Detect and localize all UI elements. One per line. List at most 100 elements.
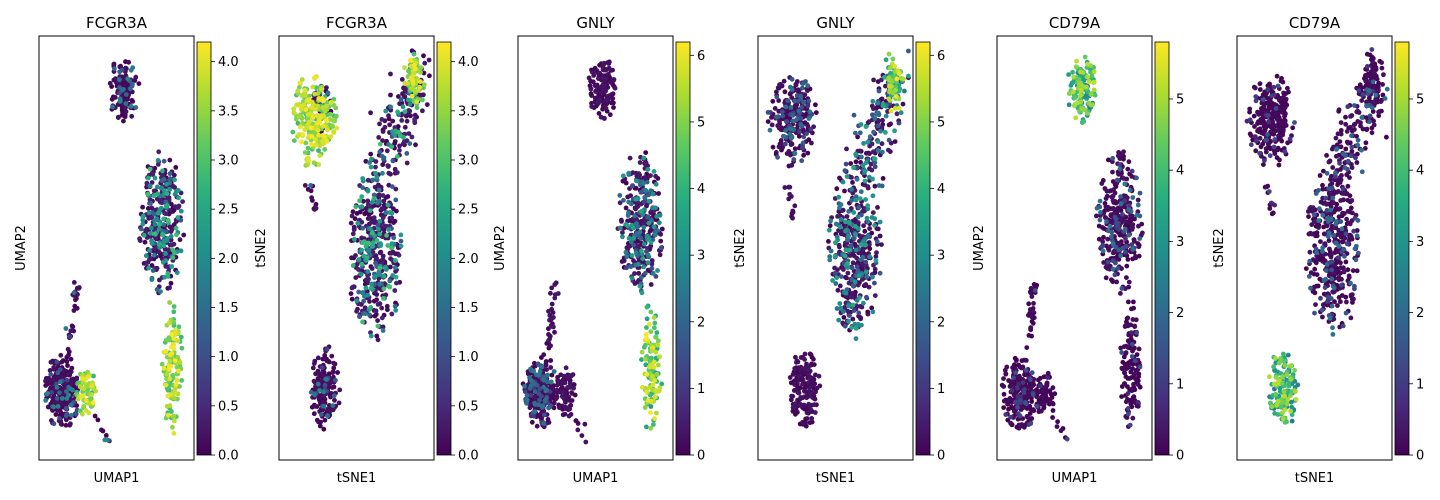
scatter-point: [1015, 393, 1021, 399]
scatter-point: [637, 229, 643, 235]
scatter-point: [853, 130, 858, 136]
scatter-point: [170, 247, 176, 253]
scatter-point: [1026, 394, 1032, 400]
scatter-point: [1001, 376, 1006, 381]
scatter-point: [389, 250, 394, 256]
scatter-point: [152, 165, 158, 171]
scatter-point: [531, 368, 536, 374]
scatter-point: [1001, 405, 1007, 410]
scatter-point: [292, 110, 297, 116]
scatter-point: [877, 219, 883, 225]
scatter-point: [603, 76, 609, 81]
scatter-point: [796, 390, 802, 396]
scatter-point: [773, 150, 779, 155]
scatter-point: [1031, 310, 1037, 316]
scatter-point: [596, 76, 601, 81]
scatter-point: [875, 139, 881, 144]
scatter-point: [173, 225, 179, 231]
scatter-point: [394, 280, 399, 286]
scatter-point: [178, 208, 184, 214]
scatter-point: [872, 293, 878, 298]
scatter-point: [798, 94, 804, 99]
scatter-point: [407, 108, 413, 114]
scatter-point: [789, 162, 795, 168]
scatter-point: [878, 128, 883, 134]
scatter-point: [877, 270, 883, 276]
scatter-point: [1123, 249, 1128, 255]
scatter-point: [610, 78, 615, 84]
scatter-point: [792, 146, 798, 152]
scatter-point: [558, 381, 564, 387]
scatter-point: [544, 367, 549, 372]
scatter-point: [797, 401, 803, 407]
scatter-point: [418, 65, 424, 70]
scatter-point: [834, 186, 840, 192]
scatter-point: [151, 188, 157, 194]
scatter-point: [375, 302, 381, 307]
scatter-point: [308, 389, 314, 395]
scatter-point: [644, 336, 649, 341]
scatter-point: [865, 219, 871, 225]
scatter-point: [1137, 364, 1143, 370]
scatter-point: [803, 389, 808, 394]
scatter-point: [302, 127, 308, 133]
scatter-point: [1030, 320, 1036, 326]
scatter-point: [354, 308, 359, 314]
scatter-point: [158, 289, 163, 294]
scatter-point: [871, 106, 876, 112]
scatter-point: [855, 134, 860, 140]
scatter-point: [879, 141, 885, 147]
colorbar-tick-label: 1: [697, 382, 705, 397]
scatter-point: [809, 361, 814, 367]
scatter-point: [797, 373, 803, 379]
scatter-point: [856, 273, 862, 279]
scatter-point: [296, 85, 302, 90]
scatter-point: [791, 157, 797, 162]
scatter-point: [887, 65, 893, 71]
scatter-point: [413, 66, 418, 72]
scatter-point: [555, 379, 561, 385]
scatter-point: [649, 258, 655, 263]
scatter-point: [61, 374, 66, 380]
scatter-point: [63, 417, 69, 423]
scatter-point: [892, 139, 898, 145]
scatter-point: [161, 158, 167, 164]
scatter-point: [161, 177, 167, 182]
scatter-point: [1034, 403, 1040, 409]
scatter-point: [373, 274, 378, 279]
scatter-point: [174, 270, 180, 275]
scatter-point: [890, 56, 896, 62]
scatter-point: [804, 131, 809, 137]
scatter-point: [849, 175, 854, 180]
scatter-point: [151, 193, 157, 199]
scatter-point: [567, 381, 573, 386]
scatter-point: [386, 113, 391, 119]
scatter-point: [1110, 155, 1116, 161]
scatter-point: [303, 140, 309, 146]
scatter-point: [367, 299, 372, 304]
scatter-point: [303, 107, 309, 112]
scatter-point: [1100, 243, 1106, 248]
scatter-point: [332, 397, 337, 403]
scatter-point: [1120, 245, 1126, 251]
scatter-point: [629, 183, 635, 189]
scatter-point: [801, 100, 806, 105]
scatter-point: [799, 85, 805, 91]
scatter-point: [1026, 333, 1032, 338]
scatter-point: [549, 372, 555, 378]
scatter-point: [851, 165, 856, 171]
scatter-point: [832, 270, 838, 276]
scatter-point: [851, 308, 857, 313]
scatter-point: [1115, 153, 1121, 159]
scatter-point: [776, 98, 782, 103]
scatter-point: [375, 318, 380, 323]
scatter-point: [902, 88, 907, 94]
scatter-point: [848, 161, 854, 166]
scatter-point: [1018, 397, 1023, 403]
scatter-point: [390, 118, 396, 124]
scatter-point: [659, 381, 665, 387]
scatter-point: [328, 111, 333, 117]
scatter-point: [137, 236, 143, 242]
scatter-point: [827, 257, 833, 263]
